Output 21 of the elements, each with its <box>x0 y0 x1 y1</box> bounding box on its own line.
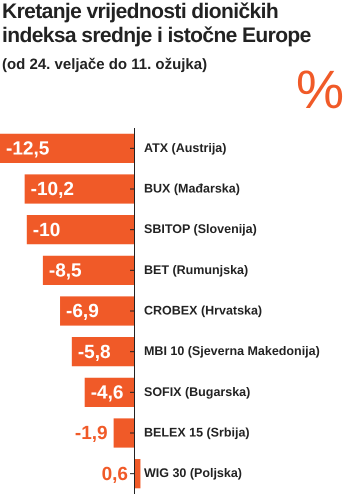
y-tick-label: BET (Rumunjska) <box>144 262 248 277</box>
text: % <box>296 60 344 120</box>
data-label: -10 <box>32 220 60 241</box>
data-label: -10,2 <box>30 179 74 200</box>
chart-subtitle: (od 24. veljače do 11. ožujka) <box>2 56 208 73</box>
data-label: -1,9 <box>74 423 108 444</box>
y-tick-label: SBITOP (Slovenija) <box>144 222 257 236</box>
y-tick-label: ATX (Austrija) <box>144 140 226 155</box>
data-label: -4,6 <box>90 382 124 404</box>
data-label: -12,5 <box>6 138 50 160</box>
data-label: -6,9 <box>66 301 99 322</box>
data-label: 0,6 <box>102 464 128 485</box>
y-tick-label: MBI 10 (Sjeverna Makedonija) <box>144 344 320 358</box>
y-tick-label: CROBEX (Hrvatska) <box>144 303 262 318</box>
y-tick-label: BUX (Mađarska) <box>144 181 240 196</box>
data-label: -8,5 <box>48 260 82 282</box>
data-label: -5,8 <box>78 342 111 363</box>
y-tick-label: WIG 30 (Poljska) <box>144 466 242 480</box>
y-tick-label: BELEX 15 (Srbija) <box>144 425 250 440</box>
y-tick-label: SOFIX (Bugarska) <box>144 384 250 399</box>
chart-title: Kretanje vrijednosti dioničkih indeksa srednje i istočne Europe <box>1 0 312 48</box>
